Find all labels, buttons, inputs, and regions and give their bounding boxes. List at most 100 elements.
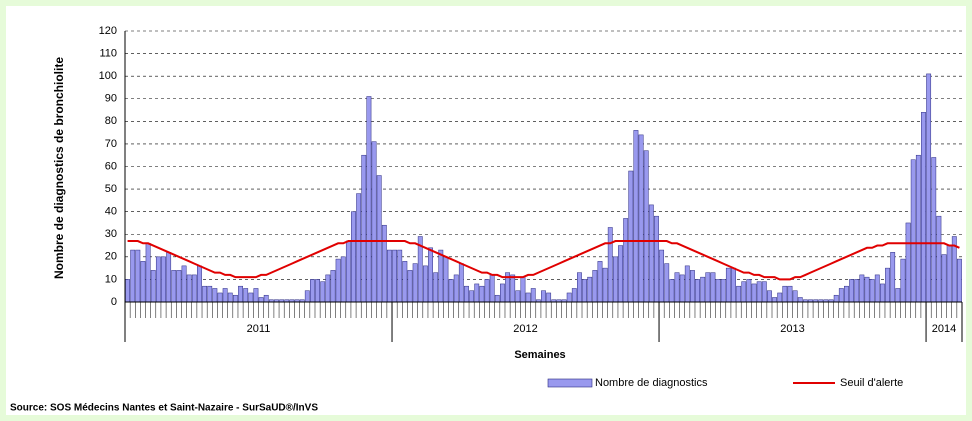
- bar: [161, 256, 166, 303]
- bar: [648, 204, 654, 303]
- bar: [705, 272, 711, 303]
- bar: [335, 258, 341, 303]
- bar: [838, 288, 844, 303]
- bar: [731, 267, 736, 303]
- bar: [710, 272, 716, 303]
- bar: [833, 294, 839, 303]
- legend-label: Seuil d'alerte: [840, 377, 903, 389]
- bar: [145, 243, 151, 303]
- bar: [422, 265, 428, 303]
- y-tick-label: 50: [105, 183, 117, 195]
- bar: [890, 252, 896, 303]
- bar: [618, 245, 623, 303]
- bar: [689, 270, 695, 303]
- bar: [197, 265, 202, 303]
- bar: [530, 288, 536, 303]
- bar: [171, 270, 177, 303]
- bar: [263, 294, 269, 303]
- bar: [494, 294, 500, 303]
- bar: [320, 281, 326, 303]
- bar: [397, 249, 403, 303]
- bar: [761, 281, 767, 303]
- bar: [525, 292, 531, 303]
- bar: [345, 240, 351, 303]
- bar: [212, 288, 218, 303]
- bar: [361, 154, 367, 303]
- bar: [746, 279, 752, 303]
- bar: [304, 290, 310, 303]
- legend-label: Nombre de diagnostics: [595, 377, 708, 389]
- bar: [469, 290, 475, 303]
- bar: [176, 270, 182, 303]
- bar: [674, 272, 680, 303]
- bar: [351, 211, 356, 303]
- bar: [767, 290, 772, 303]
- bar: [684, 265, 690, 303]
- x-axis-label: Semaines: [514, 349, 565, 361]
- bar: [500, 283, 505, 303]
- bar: [479, 285, 485, 303]
- bar: [849, 279, 855, 303]
- bar: [412, 263, 418, 303]
- bar: [910, 159, 916, 303]
- bar: [510, 274, 516, 303]
- bar: [679, 274, 685, 303]
- bar: [715, 279, 721, 303]
- bar: [258, 297, 264, 303]
- bar: [659, 249, 665, 303]
- bar: [376, 175, 382, 303]
- bar: [428, 247, 433, 303]
- bar: [243, 288, 249, 303]
- bar: [571, 288, 577, 303]
- bar: [921, 112, 926, 303]
- bar: [191, 274, 197, 303]
- y-tick-label: 0: [111, 296, 117, 308]
- bar: [756, 281, 762, 303]
- bar: [150, 270, 156, 303]
- bar: [725, 267, 731, 303]
- y-tick-label: 60: [105, 160, 117, 172]
- bar: [582, 279, 587, 303]
- bar: [489, 274, 495, 303]
- bar: [140, 261, 146, 303]
- bar: [879, 283, 885, 303]
- bar: [957, 258, 962, 303]
- bar: [315, 279, 320, 303]
- y-tick-label: 120: [99, 25, 117, 37]
- bar: [515, 290, 521, 303]
- bar: [577, 272, 582, 303]
- bar: [628, 170, 634, 303]
- bar: [612, 256, 618, 303]
- bar: [541, 290, 546, 303]
- bar: [607, 227, 613, 303]
- bar: [592, 270, 598, 303]
- bar: [797, 297, 803, 303]
- bar: [720, 279, 726, 303]
- y-tick-label: 10: [105, 273, 117, 285]
- year-label: 2011: [247, 323, 271, 335]
- y-tick-label: 110: [99, 47, 117, 59]
- bar: [587, 276, 593, 303]
- bar: [227, 292, 233, 303]
- bar: [895, 288, 901, 303]
- bar: [125, 279, 130, 303]
- bar: [915, 154, 921, 303]
- bar: [859, 274, 865, 303]
- bar: [792, 290, 798, 303]
- bar: [325, 274, 331, 303]
- bar: [381, 224, 387, 303]
- bar: [854, 279, 860, 303]
- bar: [772, 297, 777, 303]
- bar: [248, 292, 254, 303]
- source: Source: SOS Médecins Nantes et Saint-Naz…: [10, 403, 318, 414]
- bar: [664, 263, 670, 303]
- bar: [782, 285, 788, 303]
- bar: [253, 288, 259, 303]
- threshold-line: [127, 240, 960, 281]
- bar: [202, 285, 208, 303]
- bar: [464, 285, 469, 303]
- bar: [443, 256, 449, 303]
- bar: [520, 276, 526, 303]
- y-tick-label: 80: [105, 115, 117, 127]
- bar: [864, 276, 870, 303]
